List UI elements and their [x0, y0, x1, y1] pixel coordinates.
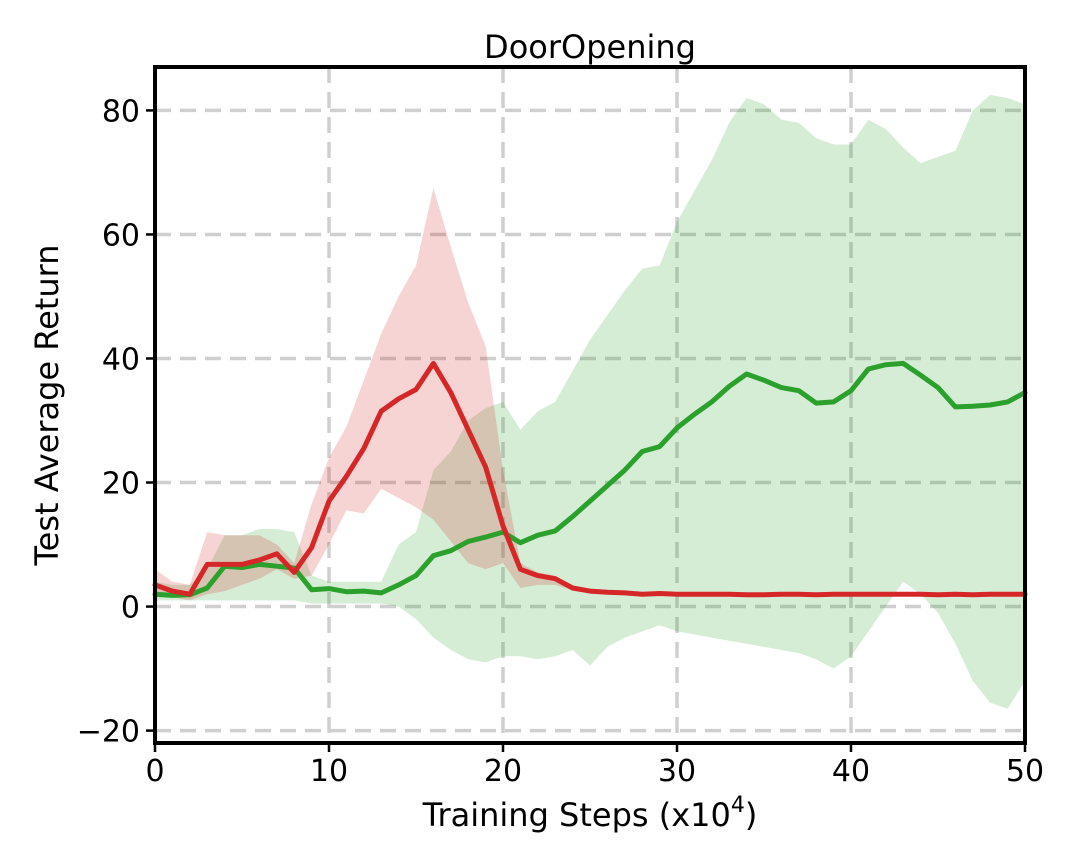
- y-tick-label: 0: [121, 591, 140, 626]
- grid: [155, 67, 1025, 743]
- series-0-band: [155, 94, 1025, 709]
- plot-frame: [153, 65, 1027, 745]
- y-tick-label: 40: [102, 342, 140, 377]
- series-0-line: [152, 360, 1028, 598]
- x-axis-label: Training Steps (x104): [422, 793, 758, 834]
- x-tick-label: 30: [658, 754, 696, 789]
- y-tick-label: 20: [102, 467, 140, 502]
- y-tick-label: 60: [102, 218, 140, 253]
- x-tick-label: 40: [832, 754, 870, 789]
- x-axis-label-text: Training Steps (x10: [422, 796, 731, 834]
- series-1-line: [152, 360, 1028, 598]
- x-tick-label: 10: [310, 754, 348, 789]
- y-tick-label: −20: [77, 715, 140, 750]
- y-axis-label: Test Average Return: [28, 245, 66, 567]
- x-axis-label-exponent: 4: [731, 793, 745, 818]
- series-1-band: [155, 187, 1025, 601]
- x-axis-label-suffix: ): [745, 796, 757, 834]
- confidence-bands: [155, 94, 1025, 709]
- y-tick-label: 80: [102, 94, 140, 129]
- chart-title: DoorOpening: [484, 28, 696, 66]
- series-lines: [152, 360, 1028, 598]
- x-tick-label: 0: [145, 754, 164, 789]
- x-tick-label: 20: [484, 754, 522, 789]
- x-tick-label: 50: [1006, 754, 1044, 789]
